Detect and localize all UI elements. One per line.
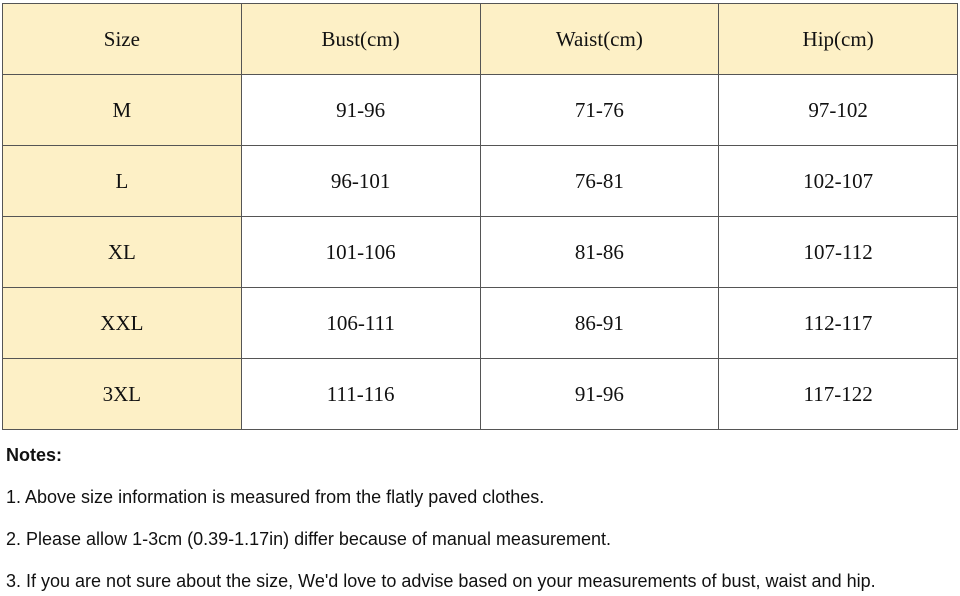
header-cell: Hip(cm) [718,3,958,75]
table-cell: 107-112 [718,216,958,288]
table-row: M 91-96 71-76 97-102 [2,74,958,146]
table-cell: 81-86 [479,216,720,288]
header-cell: Waist(cm) [479,3,720,75]
header-row: Size Bust(cm) Waist(cm) Hip(cm) [2,3,958,75]
header-cell: Size [2,3,242,75]
table-cell: 71-76 [479,74,720,146]
table-cell: 101-106 [240,216,481,288]
table-cell: 106-111 [240,287,481,359]
note-item: 3. If you are not sure about the size, W… [6,571,876,591]
table-cell: 97-102 [718,74,958,146]
table-cell: 91-96 [479,358,720,430]
note-item: 2. Please allow 1-3cm (0.39-1.17in) diff… [6,529,611,549]
table-cell: 111-116 [240,358,481,430]
table-cell: 76-81 [479,145,720,217]
note-item: 1. Above size information is measured fr… [6,487,545,507]
header-cell: Bust(cm) [240,3,481,75]
table-cell: 102-107 [718,145,958,217]
table-cell: 86-91 [479,287,720,359]
size-cell: XXL [2,287,242,359]
notes-title: Notes: [6,445,63,465]
table-row: XXL 106-111 86-91 112-117 [2,287,958,359]
size-cell: XL [2,216,242,288]
table-cell: 96-101 [240,145,481,217]
table-row: L 96-101 76-81 102-107 [2,145,958,217]
size-cell: M [2,74,242,146]
notes: Notes: 1. Above size information is meas… [6,440,876,596]
table-row: 3XL 111-116 91-96 117-122 [2,358,958,430]
table-cell: 112-117 [718,287,958,359]
size-cell: 3XL [2,358,242,430]
table-cell: 117-122 [718,358,958,430]
table-cell: 91-96 [240,74,481,146]
size-cell: L [2,145,242,217]
size-table: Size Bust(cm) Waist(cm) Hip(cm) M 91-96 71-76 9… [2,3,958,430]
table-row: XL 101-106 81-86 107-112 [2,216,958,288]
